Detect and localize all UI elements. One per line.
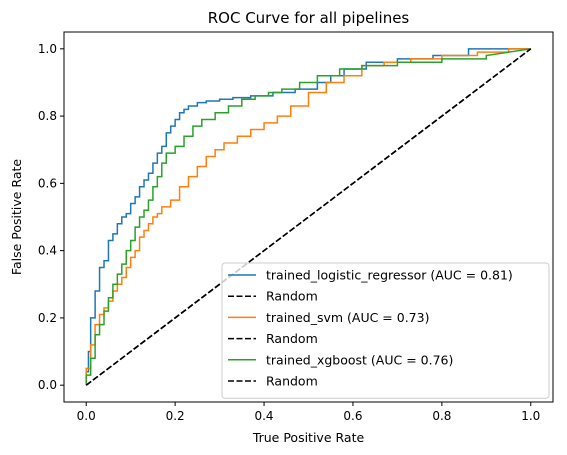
y-tick-label: 0.0	[38, 378, 57, 392]
x-axis-label: True Positive Rate	[252, 430, 365, 445]
series-line-5	[85, 48, 532, 386]
x-tick-label: 0.0	[77, 409, 96, 423]
x-tick-label: 0.4	[254, 409, 273, 423]
y-tick-label: 0.4	[38, 244, 57, 258]
chart-title: ROC Curve for all pipelines	[208, 9, 410, 27]
series-line-4	[85, 48, 531, 386]
legend: trained_logistic_regressor (AUC = 0.81) R…	[221, 262, 550, 399]
plot-area	[85, 48, 532, 386]
y-axis-label: False Positive Rate	[9, 159, 24, 275]
y-axis-ticks: 0.0 0.2 0.4 0.6 0.8 1.0	[38, 42, 64, 392]
y-tick-label: 1.0	[38, 42, 57, 56]
plot-frame	[63, 31, 554, 403]
x-tick-label: 1.0	[521, 409, 540, 423]
x-tick-label: 0.2	[166, 409, 185, 423]
legend-label: trained_xgboost (AUC = 0.76)	[266, 352, 453, 367]
y-tick-label: 0.2	[38, 311, 57, 325]
x-tick-label: 0.6	[343, 409, 362, 423]
legend-label: Random	[266, 289, 318, 304]
y-tick-label: 0.8	[38, 109, 57, 123]
legend-label: Random	[266, 374, 318, 389]
x-tick-label: 0.8	[432, 409, 451, 423]
legend-label: Random	[266, 331, 318, 346]
y-tick-label: 0.6	[38, 176, 57, 190]
legend-label: trained_svm (AUC = 0.73)	[266, 310, 429, 325]
legend-box	[221, 262, 550, 399]
x-axis-ticks: 0.0 0.2 0.4 0.6 0.8 1.0	[77, 402, 540, 423]
legend-label: trained_logistic_regressor (AUC = 0.81)	[266, 268, 513, 283]
